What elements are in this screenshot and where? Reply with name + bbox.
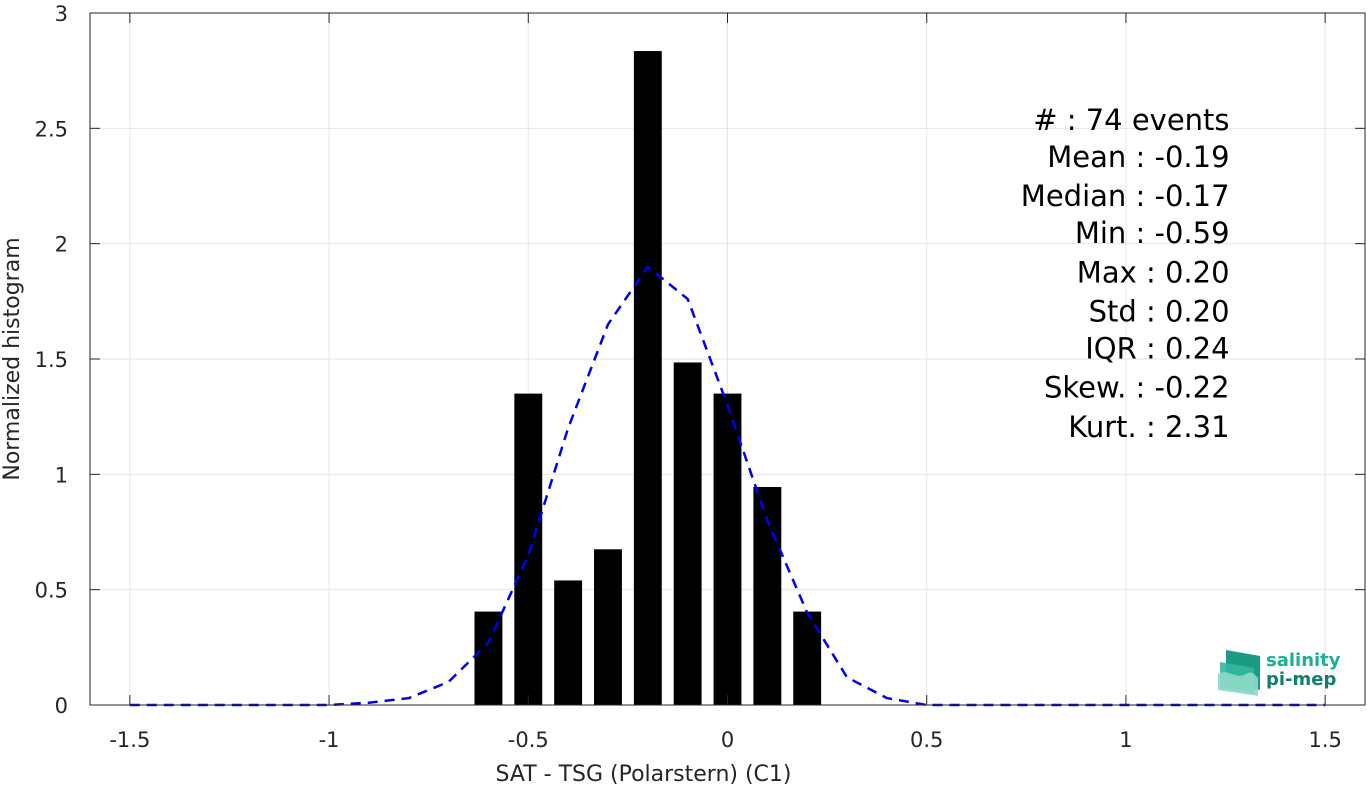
bar-6 bbox=[713, 393, 742, 705]
axes bbox=[89, 12, 1366, 706]
stat-line-6: IQR : 0.24 bbox=[1085, 331, 1229, 365]
bar-3 bbox=[594, 549, 622, 705]
y-tick-label-3: 1.5 bbox=[35, 348, 68, 372]
stat-line-1: Mean : -0.19 bbox=[1047, 140, 1229, 174]
x-tick-label-5: 1 bbox=[1119, 728, 1132, 752]
stat-line-2: Median : -0.17 bbox=[1021, 179, 1230, 213]
stat-line-7: Skew. : -0.22 bbox=[1044, 371, 1230, 405]
y-tick-label-6: 3 bbox=[55, 2, 68, 26]
stat-line-8: Kurt. : 2.31 bbox=[1068, 410, 1229, 444]
x-tick-label-3: 0 bbox=[721, 728, 734, 752]
stat-line-4: Max : 0.20 bbox=[1077, 255, 1230, 289]
bar-4 bbox=[633, 51, 662, 706]
y-axis-label: Normalized histogram bbox=[0, 237, 25, 480]
x-ticks: -1.5 -1 -0.5 0 0.5 1 1.5 bbox=[109, 728, 1342, 752]
stat-line-5: Std : 0.20 bbox=[1089, 295, 1230, 329]
y-tick-label-2: 1 bbox=[55, 463, 68, 487]
bar-2 bbox=[554, 580, 583, 705]
bar-0 bbox=[474, 611, 503, 705]
x-tick-label-0: -1.5 bbox=[109, 728, 150, 752]
stat-line-3: Min : -0.59 bbox=[1075, 216, 1230, 250]
y-tick-label-4: 2 bbox=[55, 233, 68, 257]
y-tick-label-0: 0 bbox=[55, 694, 68, 718]
x-tick-label-1: -1 bbox=[319, 728, 340, 752]
salinity-pimep-logo: salinity pi-mep bbox=[1218, 650, 1341, 696]
y-tick-label-1: 0.5 bbox=[35, 579, 68, 603]
x-tick-label-2: -0.5 bbox=[508, 728, 549, 752]
bar-8 bbox=[793, 611, 822, 705]
stat-line-0: # : 74 events bbox=[1033, 103, 1229, 137]
logo-text-salinity: salinity bbox=[1266, 650, 1341, 671]
bars bbox=[474, 51, 822, 706]
logo-text-pimep: pi-mep bbox=[1266, 669, 1336, 690]
bar-5 bbox=[673, 362, 702, 705]
wave-icon bbox=[1218, 650, 1260, 696]
x-tick-label-6: 1.5 bbox=[1308, 728, 1341, 752]
bar-1 bbox=[514, 393, 543, 705]
y-ticks: 0 0.5 1 1.5 2 2.5 3 bbox=[35, 2, 68, 718]
x-tick-label-4: 0.5 bbox=[910, 728, 943, 752]
x-axis-label: SAT - TSG (Polarstern) (C1) bbox=[495, 762, 791, 785]
y-tick-label-5: 2.5 bbox=[35, 117, 68, 141]
